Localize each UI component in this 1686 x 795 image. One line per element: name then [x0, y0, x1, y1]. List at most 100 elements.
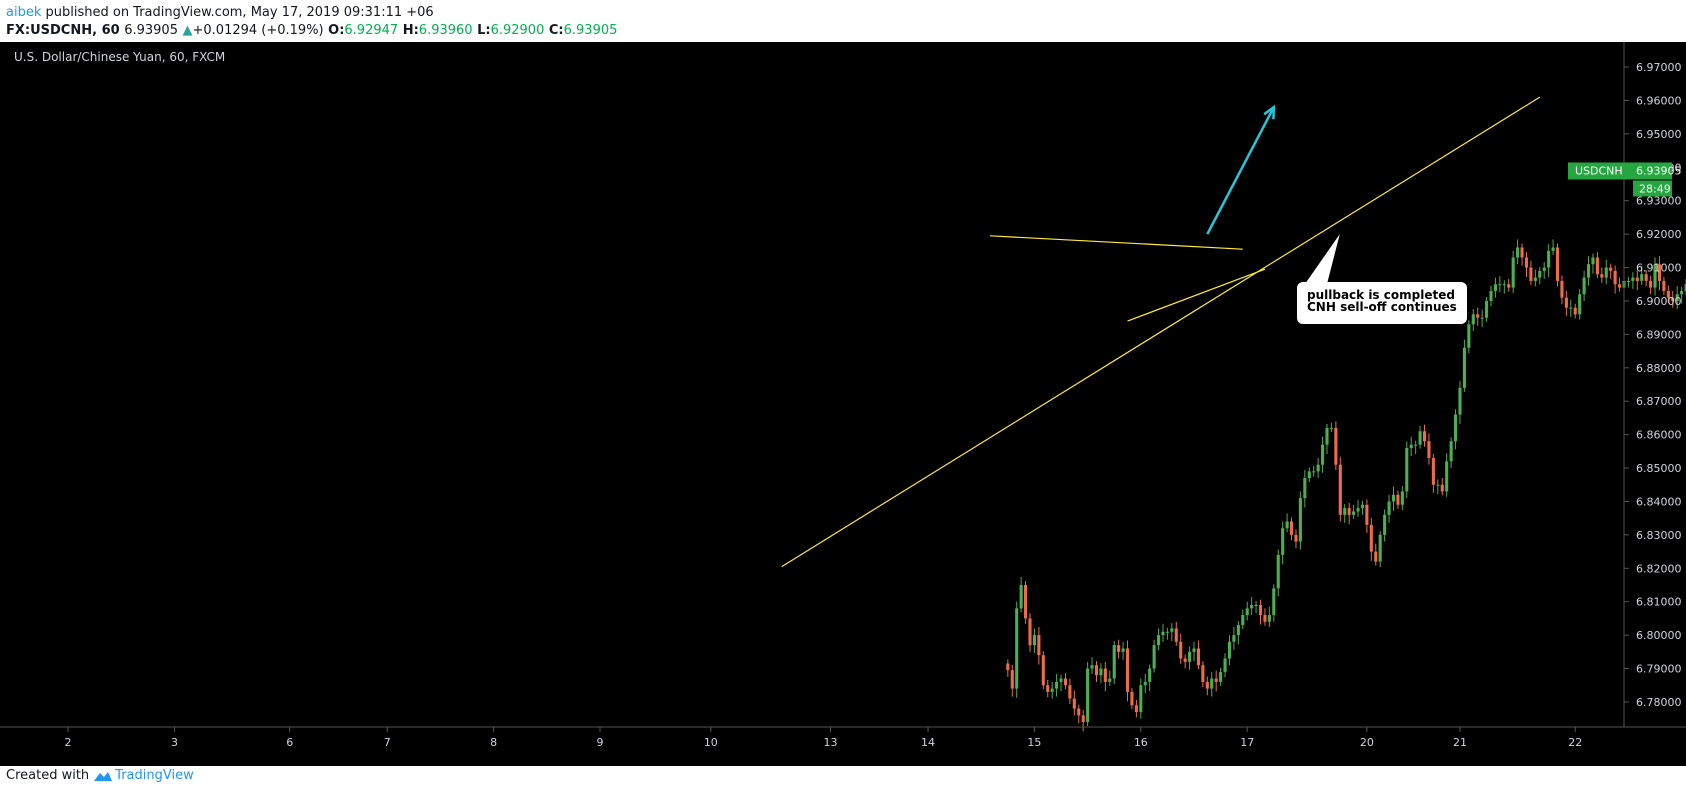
candle-body	[1307, 471, 1311, 479]
candle-body	[1117, 645, 1121, 652]
price-tick-label: 6.80000	[1636, 629, 1682, 642]
candle-body	[1139, 685, 1143, 712]
candle-body	[1657, 264, 1662, 281]
candle-body	[1635, 277, 1639, 281]
candle-body	[1015, 608, 1019, 689]
candle-body	[1090, 665, 1094, 669]
candle-body	[1631, 277, 1635, 281]
candle-body	[1409, 444, 1413, 448]
candle-body	[1112, 645, 1116, 679]
candle-body	[1196, 648, 1200, 666]
candle-body	[1569, 307, 1573, 309]
time-tick-label: 9	[597, 736, 604, 749]
candle-body	[1613, 270, 1617, 285]
candle-body	[1094, 665, 1099, 676]
price-tick-label: 6.81000	[1636, 596, 1682, 609]
candle-body	[1405, 447, 1409, 492]
time-tick-label: 10	[704, 736, 718, 749]
candle-body	[1046, 685, 1050, 692]
candle-body	[1356, 508, 1360, 512]
candle-body	[1298, 498, 1302, 542]
candle-body	[1343, 508, 1347, 515]
candle-body	[1653, 264, 1657, 288]
candle-body	[1019, 584, 1023, 609]
candle-body	[1125, 648, 1130, 692]
candle-body	[1365, 504, 1369, 525]
time-tick-label: 3	[171, 736, 178, 749]
created-with-text: Created with	[6, 768, 90, 783]
candle-body	[1555, 247, 1560, 281]
candle-body	[1453, 414, 1458, 442]
candle-body	[1183, 658, 1187, 662]
candle-body	[1161, 631, 1165, 636]
author-link[interactable]: aibek	[6, 5, 42, 20]
published-text: published on TradingView.com, May 17, 20…	[45, 5, 434, 20]
candle-body	[1480, 317, 1484, 319]
candle-body	[1028, 618, 1032, 646]
time-tick-label: 17	[1240, 736, 1254, 749]
time-axis[interactable]: 2 3 6 7 8 9 10 13 14 15 16 17 20 21 22	[65, 727, 1583, 749]
price-tick-label: 6.90000	[1636, 295, 1682, 308]
candle-body	[1103, 668, 1107, 682]
candle-body	[1414, 444, 1418, 446]
candle-body	[1640, 274, 1644, 281]
candle-body	[1041, 655, 1045, 686]
price-badge-box	[1568, 162, 1672, 180]
candle-body	[1551, 247, 1555, 251]
callout-box	[1297, 282, 1467, 324]
candle-body	[1006, 663, 1010, 671]
candle-body	[1165, 631, 1169, 633]
candle-body	[1422, 431, 1427, 442]
price-tick-label: 6.78000	[1636, 696, 1682, 709]
price-tick-label: 6.92000	[1636, 228, 1682, 241]
price-tick-label: 6.93000	[1636, 195, 1682, 208]
tradingview-link[interactable]: TradingView	[115, 768, 194, 783]
high-label: H:	[402, 23, 419, 38]
candle-body	[1391, 494, 1396, 502]
symbol-label: FX:USDCNH, 60	[6, 23, 120, 38]
candle-body	[1560, 280, 1564, 298]
candle-body	[1130, 691, 1134, 706]
candle-body	[1524, 257, 1529, 268]
candle-body	[1174, 628, 1178, 642]
candle-body	[1210, 678, 1214, 689]
candle-body	[1188, 651, 1192, 662]
candle-body	[1068, 685, 1072, 699]
candle-body	[1055, 681, 1059, 689]
price-tick-label: 6.96000	[1636, 94, 1682, 107]
candle-body	[1281, 528, 1285, 555]
candle-body	[1254, 605, 1258, 607]
candle-body	[1383, 514, 1387, 535]
candle-body	[1582, 277, 1586, 295]
price-tick-label: 6.88000	[1636, 362, 1682, 375]
candle-body	[1072, 698, 1076, 709]
trendline	[990, 235, 1243, 250]
low-value: 6.92900	[490, 23, 545, 38]
triangle-up-icon: ▲	[182, 23, 193, 38]
candle-body	[1671, 297, 1675, 301]
time-tick-label: 20	[1360, 736, 1374, 749]
time-tick-label: 13	[824, 736, 838, 749]
candle-body	[1396, 494, 1400, 505]
publish-line: aibek published on TradingView.com, May …	[6, 5, 434, 21]
candle-body	[1573, 307, 1577, 315]
candle-body	[1205, 681, 1209, 689]
candle-body	[1223, 658, 1227, 672]
candle-body	[1586, 264, 1591, 278]
candle-body	[1032, 635, 1036, 646]
candle-body	[1316, 464, 1320, 472]
price-tick-label: 6.86000	[1636, 429, 1682, 442]
candle-body	[1192, 648, 1196, 652]
candle-body	[1458, 387, 1462, 415]
candle-body	[1604, 267, 1608, 278]
candle-body	[1219, 671, 1223, 682]
candle-body	[1644, 274, 1648, 281]
candle-body	[1250, 605, 1254, 609]
candle-body	[1374, 551, 1378, 562]
candle-body	[1081, 715, 1085, 722]
candle-body	[1462, 347, 1466, 388]
price-axis[interactable]: 6.78000 6.79000 6.80000 6.81000 6.82000 6.830…	[1624, 61, 1682, 709]
trendline	[781, 96, 1541, 568]
